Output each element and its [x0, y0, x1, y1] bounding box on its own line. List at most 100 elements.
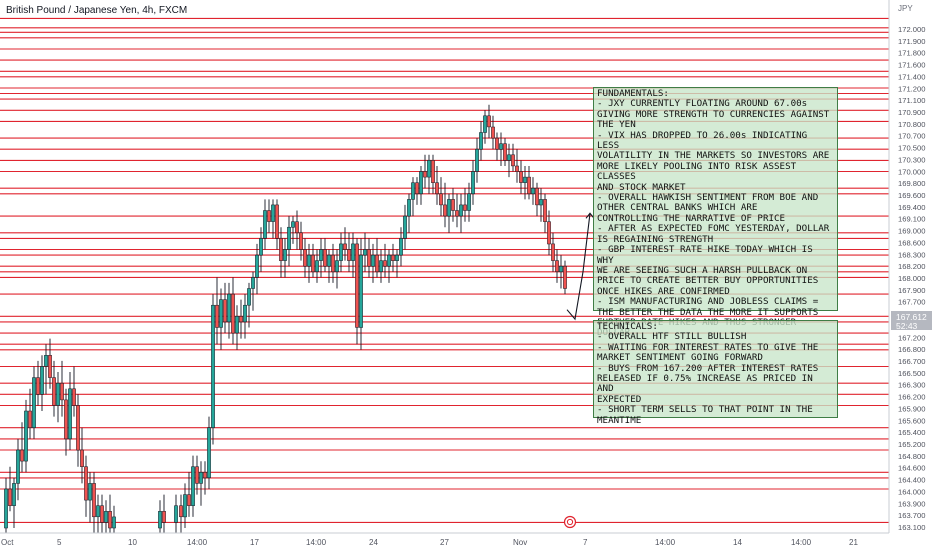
- price-tick-label: 167.700: [898, 298, 925, 307]
- price-tick-label: 170.500: [898, 144, 925, 153]
- candle: [287, 216, 291, 267]
- candle: [76, 394, 80, 467]
- time-axis-bg: [0, 533, 932, 550]
- candle: [495, 132, 499, 161]
- time-tick-label: 14:00: [655, 538, 676, 547]
- candle: [207, 416, 211, 489]
- candle: [243, 294, 247, 339]
- candle: [411, 177, 415, 217]
- candle: [20, 422, 24, 473]
- fundamentals-note[interactable]: FUNDAMENTALS: - JXY CURRENTLY FLOATING AR…: [593, 87, 838, 338]
- candle: [351, 232, 355, 278]
- candle: [271, 199, 275, 239]
- time-axis[interactable]: Oct 5 10 14:00 17 14:00 24 27 Nov 7 14:00 14 14:00 21: [1, 538, 858, 547]
- fundamentals-line: WE ARE SEEING SUCH A HARSH PULLBACK ON: [597, 264, 808, 276]
- candle: [44, 344, 48, 395]
- candle: [16, 438, 20, 501]
- last-price-badge: 167.612 52:43: [891, 311, 932, 331]
- candle: [403, 204, 407, 250]
- candle: [211, 294, 215, 445]
- candle: [467, 182, 471, 222]
- time-tick-label: 14:00: [187, 538, 208, 547]
- candle: [96, 494, 100, 534]
- candle: [439, 177, 443, 217]
- price-axis[interactable]: 172.000 171.900 171.800 171.600 171.400 171.2…: [898, 25, 925, 532]
- price-tick-label: 171.800: [898, 49, 925, 58]
- time-tick-label: 21: [849, 538, 858, 547]
- price-tick-label: 163.900: [898, 499, 925, 508]
- price-tick-label: 163.100: [898, 523, 925, 532]
- candle: [539, 188, 543, 222]
- currency-label: JPY: [898, 4, 913, 13]
- candle: [40, 355, 44, 411]
- price-tick-label: 169.000: [898, 227, 925, 236]
- candle: [299, 221, 303, 261]
- technicals-line: RELEASED IF 0.75% INCREASE AS PRICED IN …: [597, 373, 819, 395]
- candle: [32, 366, 36, 439]
- candle: [259, 227, 263, 272]
- candle: [547, 210, 551, 256]
- price-tick-label: 164.800: [898, 452, 925, 461]
- candle: [459, 193, 463, 233]
- price-tick-label: 166.500: [898, 369, 925, 378]
- candle: [84, 455, 88, 517]
- candle: [311, 243, 315, 278]
- price-tick-label: 168.600: [898, 238, 925, 247]
- candle: [335, 249, 339, 289]
- candle: [223, 282, 227, 334]
- price-tick-label: 169.100: [898, 215, 925, 224]
- price-tick-label: 170.300: [898, 155, 925, 164]
- candle: [215, 277, 219, 345]
- time-tick-label: 5: [57, 538, 62, 547]
- time-tick-label: 24: [369, 538, 378, 547]
- candle: [247, 282, 251, 328]
- price-tick-label: 171.600: [898, 61, 925, 70]
- time-tick-label: 10: [128, 538, 137, 547]
- technicals-note[interactable]: TECHNICALS: - OVERALL HTF STILL BULLISH - …: [593, 320, 838, 426]
- candle: [531, 177, 535, 205]
- candle: [8, 466, 12, 512]
- fundamentals-line: GIVING MORE STRENGTH TO CURRENCIES AGAIN…: [597, 108, 830, 120]
- candle: [283, 238, 287, 278]
- candle: [72, 366, 76, 417]
- price-tick-label: 171.200: [898, 84, 925, 93]
- fundamentals-line: THE YEN: [597, 119, 636, 131]
- price-tick-label: 165.900: [898, 404, 925, 413]
- candle: [415, 177, 419, 205]
- fundamentals-line: - VIX HAS DROPPED TO 26.00s INDICATING L…: [597, 129, 813, 152]
- candlesticks: [4, 104, 567, 540]
- fundamentals-line: ONCE HIKES ARE CONFIRMED: [597, 285, 730, 297]
- candle: [187, 472, 191, 517]
- price-tick-label: 168.200: [898, 262, 925, 271]
- candle: [162, 494, 166, 534]
- candle: [551, 232, 555, 272]
- price-tick-label: 165.400: [898, 428, 925, 437]
- candle: [199, 461, 203, 506]
- candle: [423, 154, 427, 189]
- price-axis-bg: [889, 0, 932, 533]
- time-tick-label: 14:00: [791, 538, 812, 547]
- candle: [307, 243, 311, 283]
- price-tick-label: 170.800: [898, 120, 925, 129]
- candle: [535, 182, 539, 217]
- candle: [379, 249, 383, 283]
- time-tick-label: 17: [250, 538, 259, 547]
- price-tick-label: 167.200: [898, 333, 925, 342]
- fundamentals-line: - ISM MANUFACTURING AND JOBLESS CLAIMS =: [597, 296, 819, 308]
- price-tick-label: 171.100: [898, 96, 925, 105]
- price-tick-label: 168.000: [898, 274, 925, 283]
- candle: [523, 166, 527, 200]
- candle: [174, 494, 178, 534]
- candle: [263, 199, 267, 250]
- time-tick-label: Nov: [513, 538, 527, 547]
- event-icon[interactable]: [563, 515, 577, 529]
- candle: [367, 238, 371, 278]
- price-tick-label: 164.400: [898, 476, 925, 485]
- candle: [183, 483, 187, 528]
- candle: [64, 388, 68, 456]
- price-tick-label: 165.200: [898, 440, 925, 449]
- time-tick-label: 7: [583, 538, 588, 547]
- candle: [179, 494, 183, 534]
- candle: [255, 243, 259, 295]
